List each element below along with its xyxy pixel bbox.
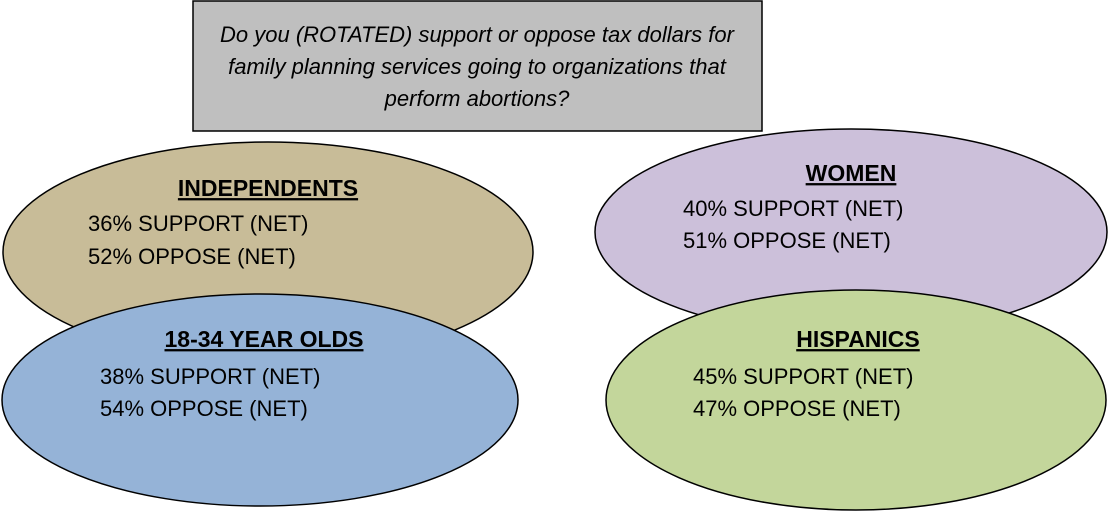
- group-line: 47% OPPOSE (NET): [693, 396, 901, 421]
- group-line: 36% SUPPORT (NET): [88, 211, 308, 236]
- group-ellipse: [605, 289, 1107, 511]
- group-line: 45% SUPPORT (NET): [693, 364, 913, 389]
- group-line: 54% OPPOSE (NET): [100, 396, 308, 421]
- group-line: 40% SUPPORT (NET): [683, 196, 903, 221]
- group-ellipse: [1, 293, 519, 507]
- group-line: 51% OPPOSE (NET): [683, 228, 891, 253]
- group-title: HISPANICS: [796, 326, 920, 352]
- group-title: 18-34 YEAR OLDS: [165, 326, 364, 352]
- group-title: WOMEN: [806, 160, 897, 186]
- question-line: Do you (ROTATED) support or oppose tax d…: [220, 22, 736, 47]
- question-line: family planning services going to organi…: [228, 54, 727, 79]
- question-box: [192, 0, 763, 132]
- group-title: INDEPENDENTS: [178, 175, 358, 201]
- group-line: 52% OPPOSE (NET): [88, 244, 296, 269]
- question-line: perform abortions?: [384, 86, 570, 111]
- group-line: 38% SUPPORT (NET): [100, 364, 320, 389]
